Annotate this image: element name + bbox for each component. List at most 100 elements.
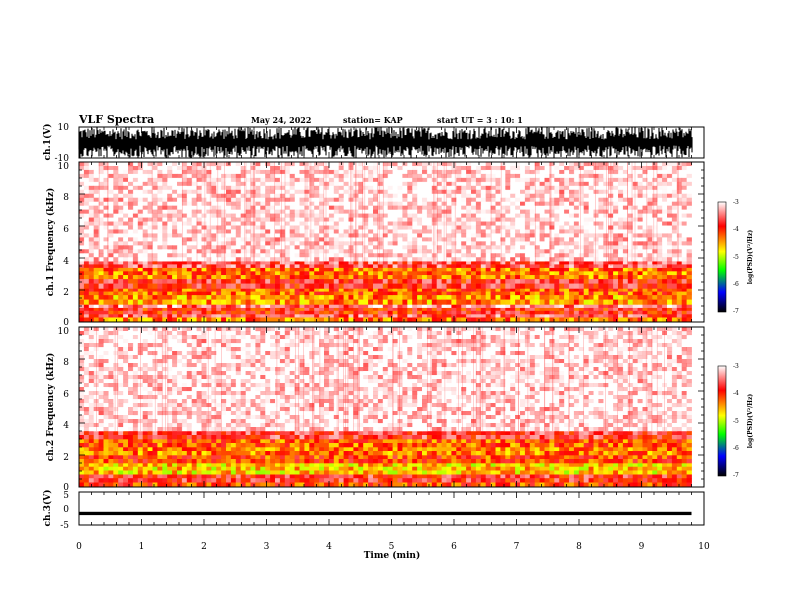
spectrogram-cell [520,185,526,191]
spectrogram-cell [490,278,496,284]
spectrogram-cell [446,169,452,175]
spectrogram-cell [441,307,447,312]
spectrogram-cell [387,229,393,234]
spectrogram-cell [186,261,193,265]
spectrogram-cell [667,241,673,246]
spectrogram-cell [500,217,506,222]
spectrogram-cell [441,271,447,276]
spectrogram-cell [671,193,678,199]
spectrogram-cell [613,264,619,268]
spectrogram-cell [529,249,536,254]
spectrogram-cell [618,233,624,238]
spectrogram-cell [177,310,183,315]
spectrogram-cell [475,299,482,305]
spectrogram-cell [446,181,452,187]
spectrogram-cell [255,221,261,226]
spectrogram-cell [172,201,178,206]
spectrogram-cell [407,307,413,312]
spectrogram-cell [177,189,183,195]
spectrogram-cell [471,181,477,187]
spectrogram-cell [588,261,594,265]
spectrogram-cell [235,271,242,276]
spectrogram-cell [603,177,609,183]
spectrogram-cell [598,317,604,323]
spectrogram-cell [348,314,354,318]
spectrogram-cell [573,271,580,276]
spectrogram-cell [142,217,148,222]
spectrogram-cell [147,213,153,218]
spectrogram-cell [221,271,227,276]
spectrogram-cell [505,299,511,305]
spectrogram-cell [490,288,496,292]
spectrogram-cell [583,314,589,318]
spectrogram-cell [603,264,609,268]
spectrogram-cell [441,278,447,284]
spectrogram-cell [382,225,389,230]
spectrogram-cell [495,261,501,265]
spectrogram-cell [299,197,305,202]
spectrogram-cell [642,173,648,179]
spectrogram-cell [338,264,344,268]
spectrogram-cell [598,264,604,268]
spectrogram-cell [426,209,433,214]
spectrogram-cell [485,271,491,276]
spectrogram-cell [368,314,374,318]
spectrogram-cell [103,278,109,284]
spectrogram-cell [221,299,227,305]
spectrogram-cell [495,307,501,312]
spectrogram-cell [627,245,634,250]
spectrogram-cell [637,162,643,167]
spectrogram-cell [275,201,281,206]
spectrogram-cell [652,317,658,323]
spectrogram-cell [539,181,545,187]
spectrogram-cell [348,193,354,199]
spectrogram-cell [588,283,594,289]
spectrogram-cell [373,288,379,292]
spectrogram-cell [157,225,163,230]
spectrogram-cell [284,294,291,300]
spectrogram-cell [363,193,369,199]
spectrogram-cell [598,275,604,280]
spectrogram-cell [319,229,325,234]
spectrogram-cell [137,229,144,234]
spectrogram-cell [603,233,609,238]
spectrogram-cell [667,307,673,312]
spectrogram-cell [294,201,300,206]
spectrogram-cell [348,229,354,234]
spectrogram-cell [152,314,158,318]
spectrogram-cell [461,264,467,268]
spectrogram-cell [113,317,119,323]
spectrogram-cell [304,271,310,276]
spectrogram-cell [456,201,462,206]
spectrogram-cell [132,205,139,210]
spectrogram-cell [622,249,629,254]
spectrogram-cell [412,299,418,305]
spectrogram-cell [593,278,599,284]
spectrogram-cell [299,181,305,187]
spectrogram-cell [671,310,678,315]
spectrogram-cell [132,229,139,234]
spectrogram-cell [333,288,340,292]
spectrogram-cell [534,181,540,187]
spectrogram-cell [662,197,668,202]
spectrogram-cell [137,278,144,284]
spectrogram-cell [627,162,634,167]
spectrogram-cell [108,253,114,258]
spectrogram-cell [436,288,442,292]
spectrogram-cell [529,310,536,315]
spectrogram-cell [98,225,104,230]
spectrogram-cell [191,304,197,308]
spectrogram-cell [559,173,565,179]
spectrogram-cell [368,317,374,323]
spectrogram-cell [549,197,555,202]
spectrogram-cell [206,245,212,250]
spectrogram-cell [490,162,496,167]
spectrogram-cell [328,310,335,315]
spectrogram-cell [426,271,433,276]
spectrogram-cell [402,249,408,254]
spectrogram-cell [338,283,344,289]
spectrogram-cell [613,307,619,312]
spectrogram-cell [235,185,242,191]
spectrogram-cell [569,267,575,272]
spectrogram-cell [132,213,139,218]
